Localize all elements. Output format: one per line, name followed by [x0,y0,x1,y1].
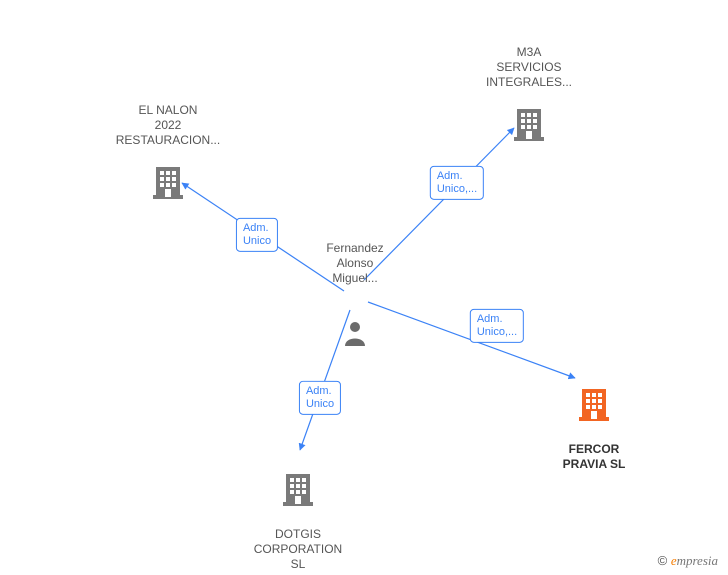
node-elnalon[interactable]: EL NALON 2022 RESTAURACION... [93,88,243,218]
watermark-rest: mpresia [677,553,718,568]
building-icon [459,107,599,145]
building-icon [93,165,243,203]
edge-label: Adm. Unico,... [470,309,524,343]
node-m3a[interactable]: M3A SERVICIOS INTEGRALES... [459,30,599,160]
node-fercor[interactable]: FERCOR PRAVIA SL [534,370,654,487]
watermark: © empresia [658,553,718,569]
building-icon [534,387,654,425]
node-dotgis-label: DOTGIS CORPORATION SL [228,527,368,572]
node-m3a-label: M3A SERVICIOS INTEGRALES... [459,45,599,90]
edge-label: Adm. Unico,... [430,166,484,200]
copyright-symbol: © [658,553,668,568]
node-elnalon-label: EL NALON 2022 RESTAURACION... [93,103,243,148]
center-person-label: Fernandez Alonso Miguel... [305,241,405,286]
building-icon [228,472,368,510]
edge-label: Adm. Unico [236,218,278,252]
network-diagram: Adm. Unico Adm. Unico,... Adm. Unico Adm. U… [0,0,728,575]
center-person-node[interactable]: Fernandez Alonso Miguel... [305,226,405,365]
node-fercor-label: FERCOR PRAVIA SL [534,442,654,472]
node-dotgis[interactable]: DOTGIS CORPORATION SL [228,455,368,575]
edge-label: Adm. Unico [299,381,341,415]
person-icon [305,305,405,350]
